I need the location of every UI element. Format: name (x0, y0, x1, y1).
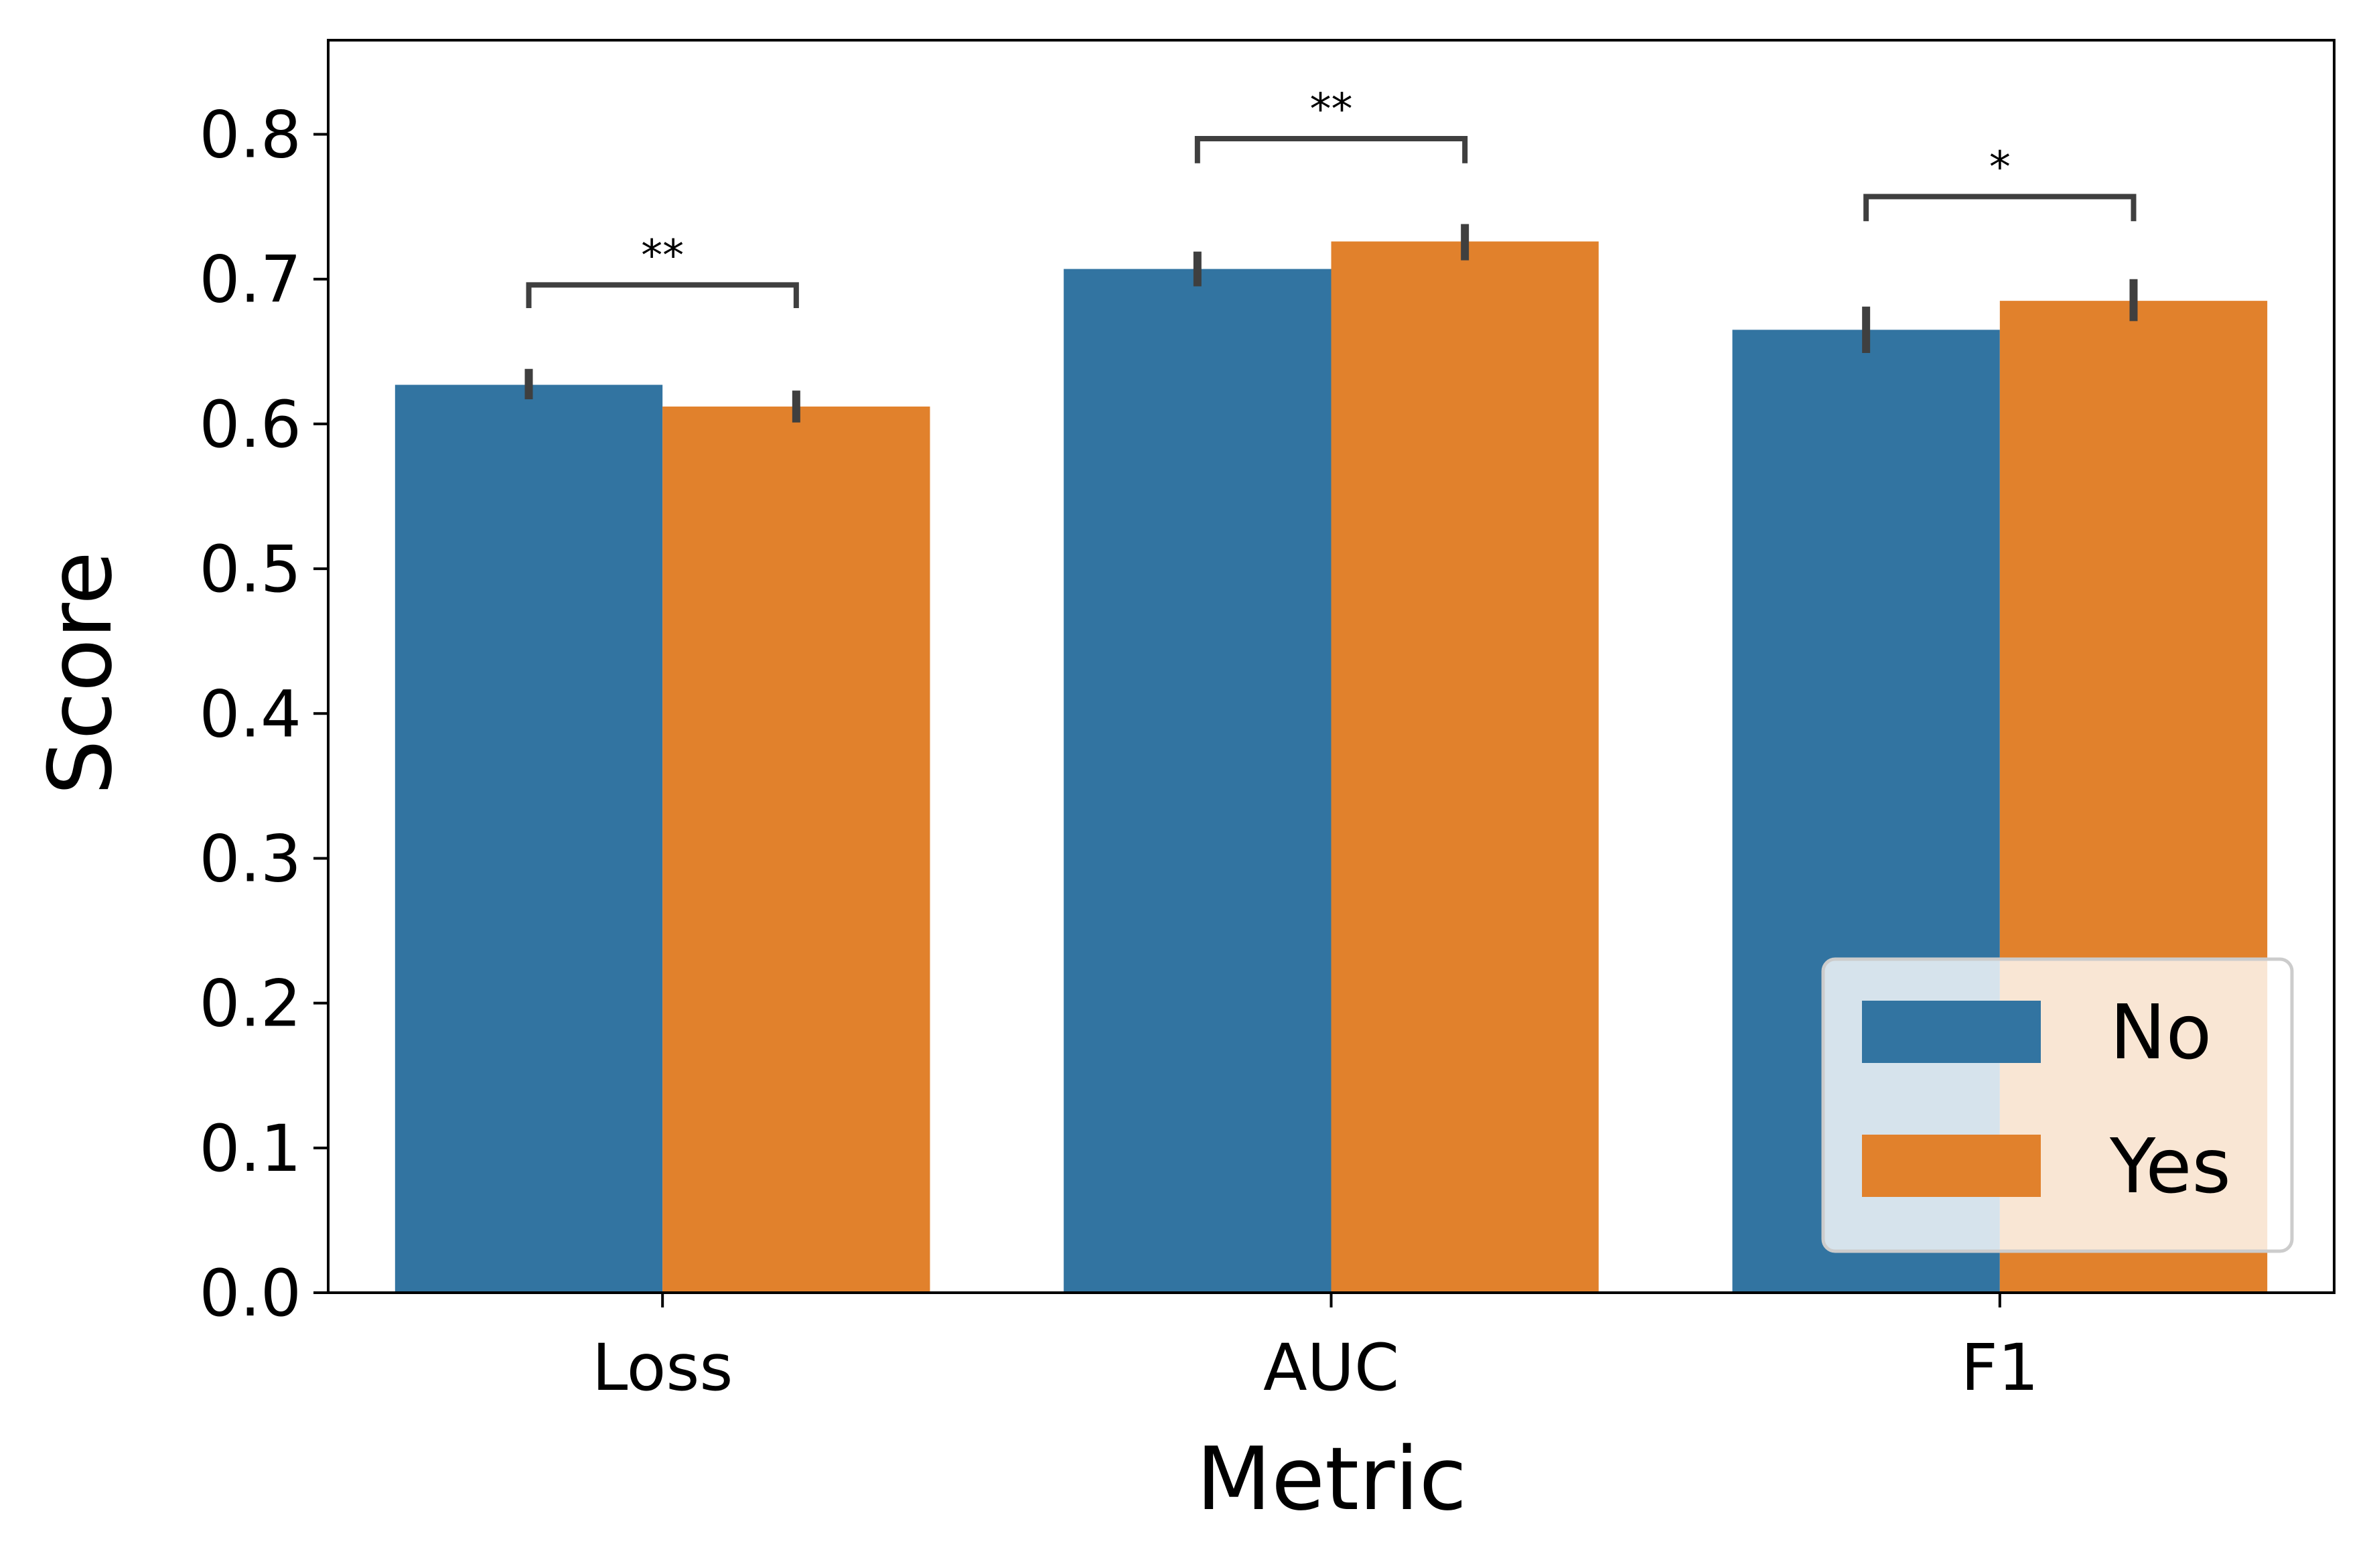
y-axis: 0.0 0.1 0.2 0.3 0.4 0.5 0.6 0.7 0.8 (199, 98, 328, 1331)
bar-no-loss (394, 384, 663, 1293)
significance-bracket-loss (526, 282, 799, 308)
legend-swatch-no (1862, 1001, 2041, 1063)
x-axis-label: Metric (1196, 1428, 1467, 1530)
y-tick-label: 0.3 (199, 821, 301, 896)
significance-label-f1: * (1989, 143, 2011, 192)
legend-swatch-yes (1862, 1135, 2041, 1197)
bar-no-auc (1064, 269, 1332, 1293)
x-tick-label-loss: Loss (592, 1330, 733, 1405)
y-tick-label: 0.1 (199, 1111, 301, 1186)
legend-label-no: No (2110, 989, 2212, 1076)
y-tick-label: 0.6 (199, 387, 301, 462)
significance-label-auc: ** (1310, 85, 1353, 135)
x-tick-label-f1: F1 (1961, 1330, 2039, 1405)
significance-bracket-auc (1194, 136, 1468, 163)
bar-yes-loss (662, 406, 930, 1293)
y-tick-label: 0.5 (199, 532, 301, 607)
legend-label-yes: Yes (2109, 1123, 2231, 1210)
y-tick-label: 0.4 (199, 676, 301, 752)
x-axis: Loss AUC F1 (592, 1293, 2039, 1405)
y-tick-label: 0.8 (199, 98, 301, 173)
significance-bracket-f1 (1863, 194, 2137, 222)
bar-yes-auc (1331, 241, 1599, 1293)
y-tick-label: 0.0 (199, 1256, 301, 1331)
bars-layer (394, 241, 2268, 1293)
errorbars-layer (524, 224, 2138, 423)
y-tick-label: 0.2 (199, 967, 301, 1042)
y-axis-label: Score (29, 551, 131, 795)
significance-label-loss: ** (641, 231, 684, 281)
x-tick-label-auc: AUC (1263, 1330, 1399, 1405)
legend: No Yes (1821, 957, 2294, 1253)
significance-layer: ***** (526, 85, 2137, 308)
y-tick-label: 0.7 (199, 242, 301, 317)
